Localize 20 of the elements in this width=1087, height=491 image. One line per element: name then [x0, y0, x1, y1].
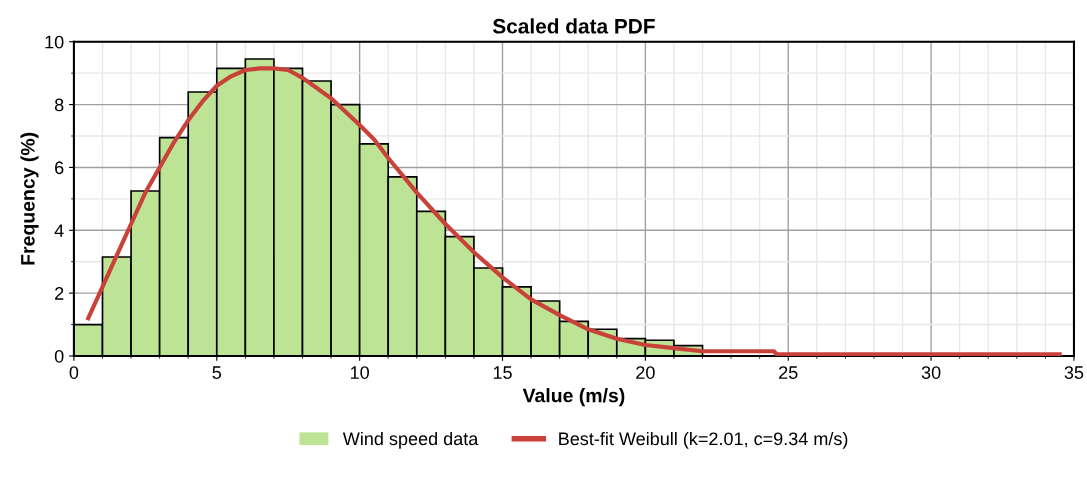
- x-tick-label: 10: [350, 366, 369, 379]
- line-series: [86, 66, 1062, 356]
- y-tick-label: 8: [54, 98, 64, 112]
- x-tick-label: 0: [69, 366, 79, 379]
- x-tick-label: 20: [636, 366, 655, 379]
- y-tick-label: 0: [54, 349, 64, 363]
- y-axis-title: Frequency (%): [20, 132, 39, 265]
- legend-label: Wind speed data: [342, 431, 479, 449]
- x-tick-label: 30: [921, 366, 941, 379]
- y-tick-label: 4: [54, 224, 64, 237]
- y-tick-label: 10: [45, 35, 64, 49]
- x-tick-label: 35: [1064, 366, 1084, 379]
- y-tick-label: 6: [55, 161, 64, 175]
- x-tick-label: 25: [779, 366, 798, 379]
- y-tick-label: 2: [55, 287, 64, 300]
- legend-label: Best-fit Weibull (k=2.01, c=9.34 m/s): [559, 431, 848, 449]
- x-axis-title: Value (m/s): [522, 388, 625, 407]
- x-tick-label: 5: [212, 366, 222, 379]
- chart-title: Scaled data PDF: [492, 18, 655, 34]
- x-tick-label: 15: [493, 366, 512, 379]
